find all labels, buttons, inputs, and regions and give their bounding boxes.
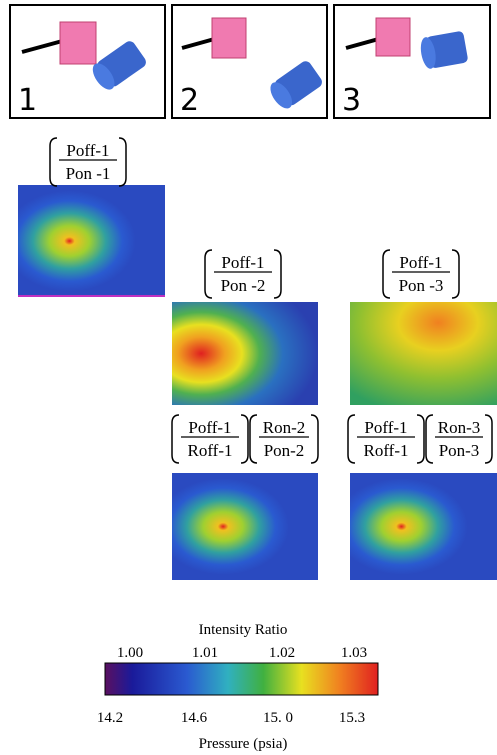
colorbar-tick: 14.6 bbox=[181, 710, 208, 726]
bracket bbox=[484, 414, 493, 464]
colorbar-label: Pressure (psia) bbox=[199, 736, 288, 752]
bracket bbox=[382, 249, 391, 299]
bracket bbox=[118, 137, 127, 187]
panel-label: 3 bbox=[342, 83, 361, 118]
bracket bbox=[451, 249, 460, 299]
numerator: Poff-1 bbox=[188, 418, 231, 437]
bracket bbox=[249, 414, 258, 464]
bracket bbox=[310, 414, 319, 464]
bracket bbox=[240, 414, 249, 464]
denominator: Roff-1 bbox=[187, 441, 232, 460]
map-edge bbox=[18, 295, 165, 297]
bracket bbox=[273, 249, 282, 299]
colorbar-tick: 1.00 bbox=[117, 645, 143, 661]
bracket bbox=[204, 249, 213, 299]
denominator: Pon-3 bbox=[439, 441, 480, 460]
colorbar bbox=[104, 662, 379, 696]
bracket bbox=[425, 414, 434, 464]
denominator: Pon -3 bbox=[399, 276, 444, 295]
numerator: Poff-1 bbox=[66, 141, 109, 160]
pressure-map bbox=[172, 302, 318, 405]
pressure-map bbox=[18, 185, 165, 297]
pressure-map bbox=[172, 473, 318, 580]
numerator: Poff-1 bbox=[364, 418, 407, 437]
ratio-label: Poff-1 Roff-1 bbox=[347, 414, 425, 464]
colorbar-tick: 1.01 bbox=[192, 645, 218, 661]
numerator: Poff-1 bbox=[399, 253, 442, 272]
schematic-panel: 1 bbox=[9, 4, 166, 119]
bracket bbox=[49, 137, 58, 187]
numerator: Ron-3 bbox=[438, 418, 481, 437]
panel-label: 1 bbox=[18, 83, 37, 118]
bracket bbox=[347, 414, 356, 464]
colorbar-tick: 1.02 bbox=[269, 645, 295, 661]
ratio-label: Poff-1 Pon -1 bbox=[49, 137, 127, 187]
denominator: Roff-1 bbox=[363, 441, 408, 460]
denominator: Pon-2 bbox=[264, 441, 305, 460]
schematic-panel: 2 bbox=[171, 4, 328, 119]
colorbar-tick: 15.3 bbox=[339, 710, 365, 726]
colorbar-tick: 14.2 bbox=[97, 710, 123, 726]
schematic-panel: 3 bbox=[333, 4, 491, 119]
numerator: Ron-2 bbox=[263, 418, 306, 437]
ratio-label: Ron-2 Pon-2 bbox=[249, 414, 319, 464]
bracket bbox=[416, 414, 425, 464]
denominator: Pon -2 bbox=[221, 276, 266, 295]
bracket bbox=[171, 414, 180, 464]
ratio-label: Ron-3 Pon-3 bbox=[425, 414, 493, 464]
panel-label: 2 bbox=[180, 83, 199, 118]
pressure-map bbox=[350, 302, 497, 405]
pressure-map bbox=[350, 473, 497, 580]
colorbar-tick: 15. 0 bbox=[263, 710, 293, 726]
ratio-label: Poff-1 Pon -2 bbox=[204, 249, 282, 299]
ratio-label: Poff-1 Roff-1 bbox=[171, 414, 249, 464]
ratio-label: Poff-1 Pon -3 bbox=[382, 249, 460, 299]
colorbar-tick: 1.03 bbox=[341, 645, 367, 661]
denominator: Pon -1 bbox=[66, 164, 111, 183]
colorbar-title: Intensity Ratio bbox=[199, 622, 288, 638]
numerator: Poff-1 bbox=[221, 253, 264, 272]
